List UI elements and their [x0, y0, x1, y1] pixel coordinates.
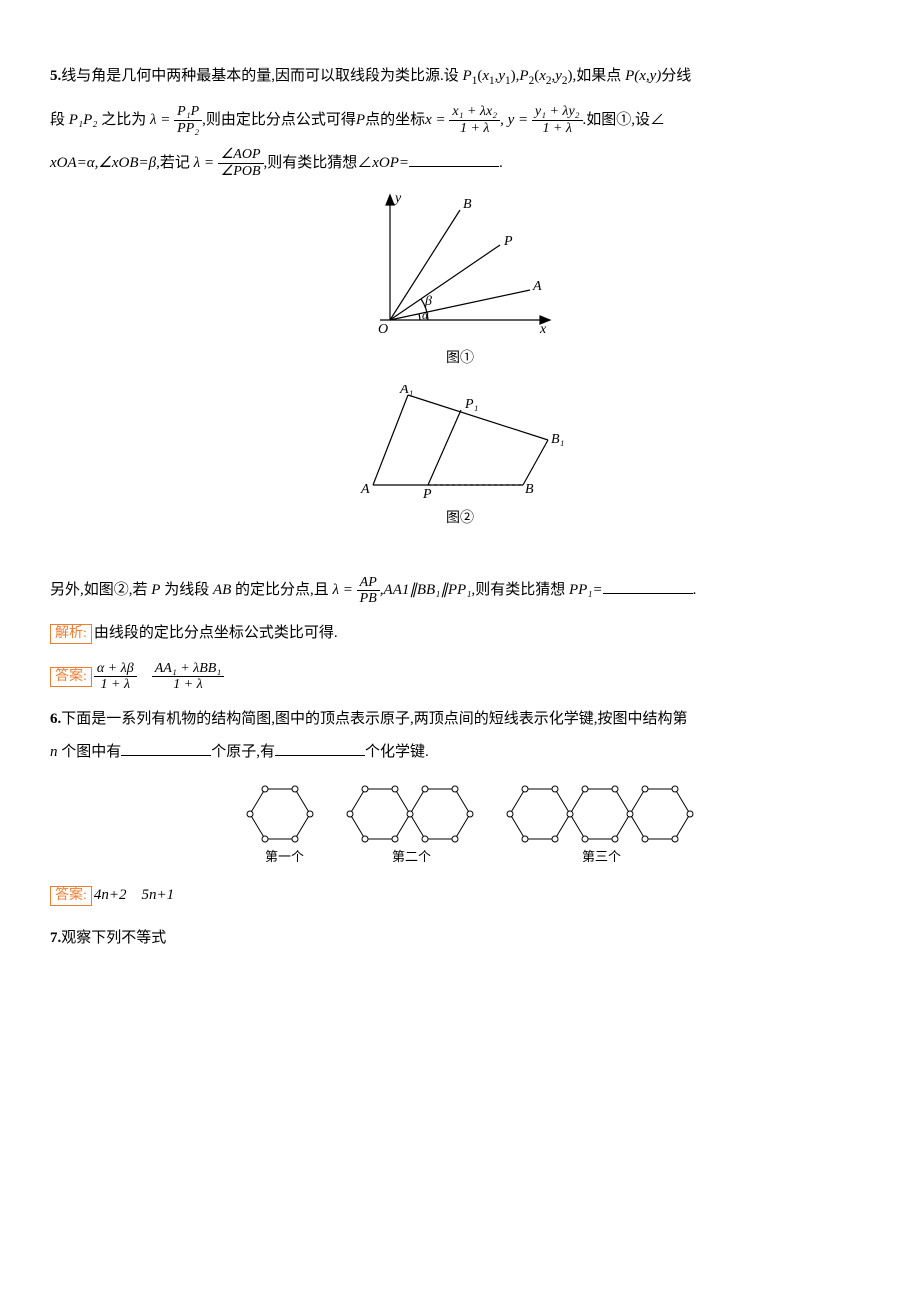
lambda2: λ =	[194, 155, 218, 171]
frac-y: y₁ + λy₂1 + λ	[532, 104, 583, 136]
fig2-svg: A₁ P₁ B₁ A P B	[353, 385, 568, 500]
q5-intro-c: 分线	[661, 68, 691, 84]
dot2: .	[693, 582, 697, 598]
xoa: xOA=α,∠xOB=β,	[50, 155, 160, 171]
q6-text-b: 个图中有	[58, 744, 122, 760]
blank-xop	[409, 151, 499, 167]
p-it: P	[356, 112, 365, 128]
lambda3: λ =	[333, 582, 357, 598]
ans-frac-1: α + λβ1 + λ	[94, 661, 137, 693]
fig2-P1: P₁	[464, 397, 478, 412]
q5-problem: 5.线与角是几何中两种最基本的量,因而可以取线段为类比源.设 P1(x1,y1)…	[50, 60, 870, 94]
q6-text-d: 个化学键.	[365, 744, 429, 760]
hexagons-svg: 第一个 第二个 第三个	[220, 779, 700, 869]
fig1-B: B	[463, 197, 472, 212]
q6-ans2: 5n+1	[142, 887, 175, 903]
fig1-O: O	[378, 322, 388, 337]
xop: xOP=	[372, 155, 409, 171]
analysis-text: 由线段的定比分点坐标公式类比可得.	[94, 625, 338, 641]
hex-label-2: 第二个	[392, 849, 431, 864]
fig2-P: P	[422, 487, 432, 500]
p2-close: ),	[568, 68, 577, 84]
line2-e: .如图①,设∠	[583, 112, 666, 128]
q5-part2: 另外,如图②,若 P 为线段 AB 的定比分点,且 λ = APPB,AA1∥B…	[50, 574, 870, 607]
fig1-y: y	[393, 191, 402, 206]
part2-a: 另外,如图②,若	[50, 582, 151, 598]
q6-answer: 答案:4n+2 5n+1	[50, 879, 870, 912]
pp1: PP₁=	[569, 582, 603, 598]
fig1-P: P	[503, 234, 513, 249]
ans-frac-2: AA₁ + λBB₁1 + λ	[152, 661, 224, 693]
fig1-A: A	[532, 279, 542, 294]
fig1-beta: β	[424, 294, 432, 309]
frac-aop-pob: ∠AOP∠POB	[218, 147, 264, 179]
q5-intro-b: 如果点	[576, 68, 625, 84]
part2-b: 为线段	[160, 582, 213, 598]
q6-ans1: 4n+2	[94, 887, 127, 903]
frac-ap-pb: APPB	[357, 575, 380, 607]
figure-1: y B P A β α O x 图①	[50, 190, 870, 375]
q6-answer-label: 答案:	[50, 886, 92, 906]
seg-b: 之比为	[98, 112, 151, 128]
analysis-label: 解析:	[50, 624, 92, 644]
q6-text-a: 下面是一系列有机物的结构简图,图中的顶点表示原子,两顶点间的短线表示化学键,按图…	[61, 711, 687, 727]
fig1-x: x	[539, 322, 547, 337]
ab: AB	[213, 582, 231, 598]
fig1-caption: 图①	[50, 344, 870, 375]
fig2-A: A	[360, 482, 370, 497]
blank-atoms	[121, 740, 211, 756]
fig2-A1: A₁	[399, 385, 413, 397]
fig2-B: B	[525, 482, 534, 497]
blank-bonds	[275, 740, 365, 756]
q5-answer: 答案:α + λβ1 + λ AA₁ + λBB₁1 + λ	[50, 660, 870, 693]
q7-number: 7.	[50, 930, 61, 946]
part2-c: 的定比分点,且	[231, 582, 332, 598]
seg-a: 段	[50, 112, 69, 128]
figure-2: A₁ P₁ B₁ A P B 图②	[50, 385, 870, 535]
spacer	[127, 887, 142, 903]
x-eq: x =	[425, 112, 449, 128]
p-point: P	[625, 68, 634, 84]
x2: x	[539, 68, 546, 84]
y2: y	[555, 68, 562, 84]
y-eq: y =	[508, 112, 532, 128]
q5-analysis: 解析:由线段的定比分点坐标公式类比可得.	[50, 617, 870, 650]
fig1-alpha: α	[422, 308, 429, 322]
p1: P	[463, 68, 472, 84]
p2: P	[519, 68, 528, 84]
q5-line3: xOA=α,∠xOB=β,若记 λ = ∠AOP∠POB,则有类比猜想∠xOP=…	[50, 147, 870, 180]
line3-c: ,则有类比猜想∠	[264, 155, 373, 171]
frac-x: x₁ + λx₂1 + λ	[449, 104, 500, 136]
fig1-svg: y B P A β α O x	[360, 190, 560, 340]
p-coord: (x,y)	[634, 68, 661, 84]
line2-d: 点的坐标	[365, 112, 425, 128]
dot1: .	[499, 155, 503, 171]
lambda-eq: λ =	[150, 112, 174, 128]
answer-label: 答案:	[50, 667, 92, 687]
part2-d: 则有类比猜想	[475, 582, 569, 598]
hex-label-1: 第一个	[265, 849, 304, 864]
seg-p1p2: P₁P₂	[69, 112, 98, 128]
q7-problem: 7.观察下列不等式	[50, 922, 870, 955]
q7-text: 观察下列不等式	[61, 930, 166, 946]
fig2-caption: 图②	[50, 504, 870, 535]
parallel: ,AA1∥BB₁∥PP₁,	[380, 582, 475, 598]
x1: x	[482, 68, 489, 84]
frac-p1p-pp2: P₁PPP₂	[174, 104, 202, 136]
fig2-B1: B₁	[551, 432, 564, 447]
q5-number: 5.	[50, 68, 61, 84]
q6-n: n	[50, 744, 58, 760]
q5-intro-a: 线与角是几何中两种最基本的量,因而可以取线段为类比源.设	[61, 68, 462, 84]
q6-problem: 6.下面是一系列有机物的结构简图,图中的顶点表示原子,两顶点间的短线表示化学键,…	[50, 703, 870, 769]
q6-figure: 第一个 第二个 第三个	[50, 779, 870, 869]
line2-c: ,则由定比分点公式可得	[202, 112, 356, 128]
hex-label-3: 第三个	[582, 849, 621, 864]
q5-line2: 段 P₁P₂ 之比为 λ = P₁PPP₂,则由定比分点公式可得P点的坐标x =…	[50, 104, 870, 137]
blank-pp1	[603, 578, 693, 594]
q6-text-c: 个原子,有	[211, 744, 275, 760]
q6-number: 6.	[50, 711, 61, 727]
line3-b: 若记	[160, 155, 194, 171]
